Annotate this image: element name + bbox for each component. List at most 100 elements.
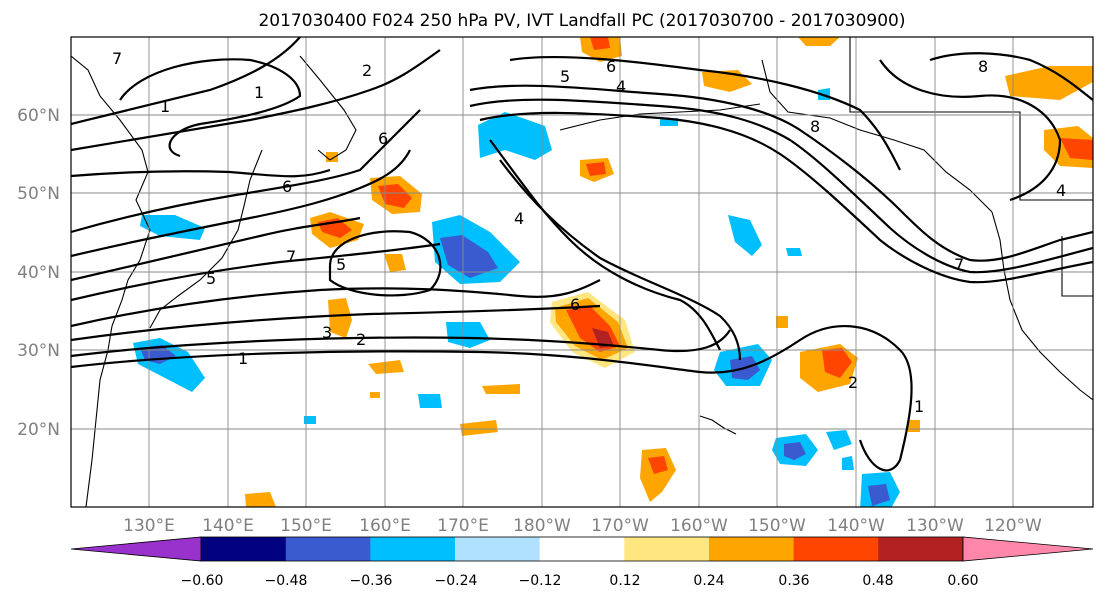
contour-label: 4	[1056, 181, 1066, 200]
pv-contour	[71, 304, 601, 342]
pv-contour	[328, 230, 442, 297]
ivt-blob	[446, 322, 490, 348]
contour-label: 1	[254, 83, 264, 102]
colorbar-tick-label: −0.36	[350, 573, 393, 589]
lon-label: 140°E	[202, 516, 254, 536]
ivt-blob	[304, 416, 316, 424]
ivt-blob	[728, 215, 762, 256]
colorbar-segment	[878, 537, 964, 561]
lon-label: 160°W	[670, 516, 728, 536]
colorbar-segment	[793, 537, 879, 561]
colorbar: −0.60 −0.48 −0.36 −0.24 −0.12 0.12 0.24 …	[70, 536, 1094, 589]
pv-contour	[71, 109, 421, 234]
pv-contour	[71, 324, 913, 472]
colorbar-segment	[370, 537, 456, 561]
lon-label: 130°W	[906, 516, 964, 536]
contour-label: 5	[206, 269, 216, 288]
pv-contour	[71, 49, 441, 152]
ivt-blob	[482, 384, 520, 394]
ivt-blob	[586, 162, 606, 176]
contour-label: 7	[112, 49, 122, 68]
lat-label: 20°N	[17, 420, 60, 440]
coastline-kamchatka	[299, 55, 357, 161]
contour-label: 5	[560, 67, 570, 86]
colorbar-segment	[455, 537, 541, 561]
ivt-blob	[245, 492, 276, 507]
pv-contour	[71, 216, 361, 282]
colorbar-tick-label: −0.12	[519, 573, 562, 589]
map-frame	[70, 36, 1094, 508]
colorbar-tick-label: 0.60	[947, 573, 978, 589]
contour-label: 2	[848, 373, 858, 392]
ivt-blob	[378, 184, 412, 208]
contour-label: 6	[570, 295, 580, 314]
contour-label: 7	[286, 247, 296, 266]
colorbar-outline	[200, 536, 964, 562]
contour-label: 2	[356, 330, 366, 349]
ivt-blob	[1060, 138, 1093, 160]
coastline-alaska	[761, 59, 993, 213]
contour-label: 2	[362, 61, 372, 80]
lat-label: 50°N	[17, 184, 60, 204]
lon-label: 170°W	[591, 516, 649, 536]
colorbar-tick-label: 0.36	[778, 573, 809, 589]
coastline-asia	[71, 55, 151, 507]
coastline-aleutians	[559, 103, 761, 131]
contour-label: 1	[160, 97, 170, 116]
pv-contour	[879, 59, 1062, 202]
ivt-blob	[370, 392, 380, 398]
lon-label: 120°W	[984, 516, 1042, 536]
ivt-blob	[460, 420, 498, 436]
ivt-blob	[648, 456, 668, 474]
colorbar-segment	[285, 537, 371, 561]
colorbar-tick-label: 0.12	[609, 573, 640, 589]
ivt-blob	[908, 420, 920, 432]
ivt-blob	[784, 442, 806, 460]
ivt-blob	[868, 484, 890, 506]
pv-contour	[469, 84, 1093, 262]
contour-label: 5	[336, 255, 346, 274]
contour-label: 1	[914, 397, 924, 416]
colorbar-tick-label: −0.48	[265, 573, 308, 589]
ivt-shading	[133, 37, 1093, 507]
ivt-blob	[418, 394, 442, 408]
pv-contours	[71, 37, 1093, 472]
pv-contour	[929, 52, 1093, 101]
contour-label: 8	[810, 117, 820, 136]
lon-label: 170°E	[437, 516, 489, 536]
lon-label: 130°E	[123, 516, 175, 536]
colorbar-segment	[201, 537, 287, 561]
pv-contour-labels: 1 2 3 5 7 6 2 1 1 6 5 4 6 5 6 4 8 7 2 1	[112, 49, 1066, 416]
pv-contour	[119, 58, 302, 158]
contour-label: 3	[322, 323, 332, 342]
pv-contour	[71, 279, 601, 328]
contour-label: 6	[282, 177, 292, 196]
lat-label: 60°N	[17, 106, 60, 126]
pv-contour	[71, 149, 411, 258]
ivt-blob	[328, 298, 352, 338]
colorbar-tick-label: 0.48	[862, 573, 893, 589]
map-title: 2017030400 F024 250 hPa PV, IVT Landfall…	[258, 11, 905, 31]
lon-label: 160°E	[359, 516, 411, 536]
ivt-positive-anomalies	[245, 37, 1093, 507]
colorbar-extend-min	[70, 536, 202, 562]
contour-label: 6	[378, 129, 388, 148]
colorbar-tick-label: −0.60	[181, 573, 224, 589]
colorbar-segment	[539, 537, 625, 561]
colorbar-tick-label: 0.24	[693, 573, 724, 589]
ivt-blob	[384, 254, 406, 272]
ivt-blob	[590, 37, 610, 50]
coastline-hawaii	[699, 415, 737, 435]
ivt-blob	[822, 348, 852, 378]
lon-label: 180°W	[513, 516, 571, 536]
ivt-blob	[640, 448, 676, 502]
longitude-labels: 130°E 140°E 150°E 160°E 170°E 180°W 170°…	[123, 516, 1042, 536]
colorbar-extend-max	[962, 536, 1094, 562]
ivt-blob	[140, 215, 205, 240]
pv-contour	[71, 37, 301, 126]
colorbar-segments	[70, 536, 1094, 562]
map-panel: 1 2 3 5 7 6 2 1 1 6 5 4 6 5 6 4 8 7 2 1	[70, 36, 1094, 508]
pv-contour	[469, 98, 1093, 274]
ivt-blob	[798, 37, 840, 46]
